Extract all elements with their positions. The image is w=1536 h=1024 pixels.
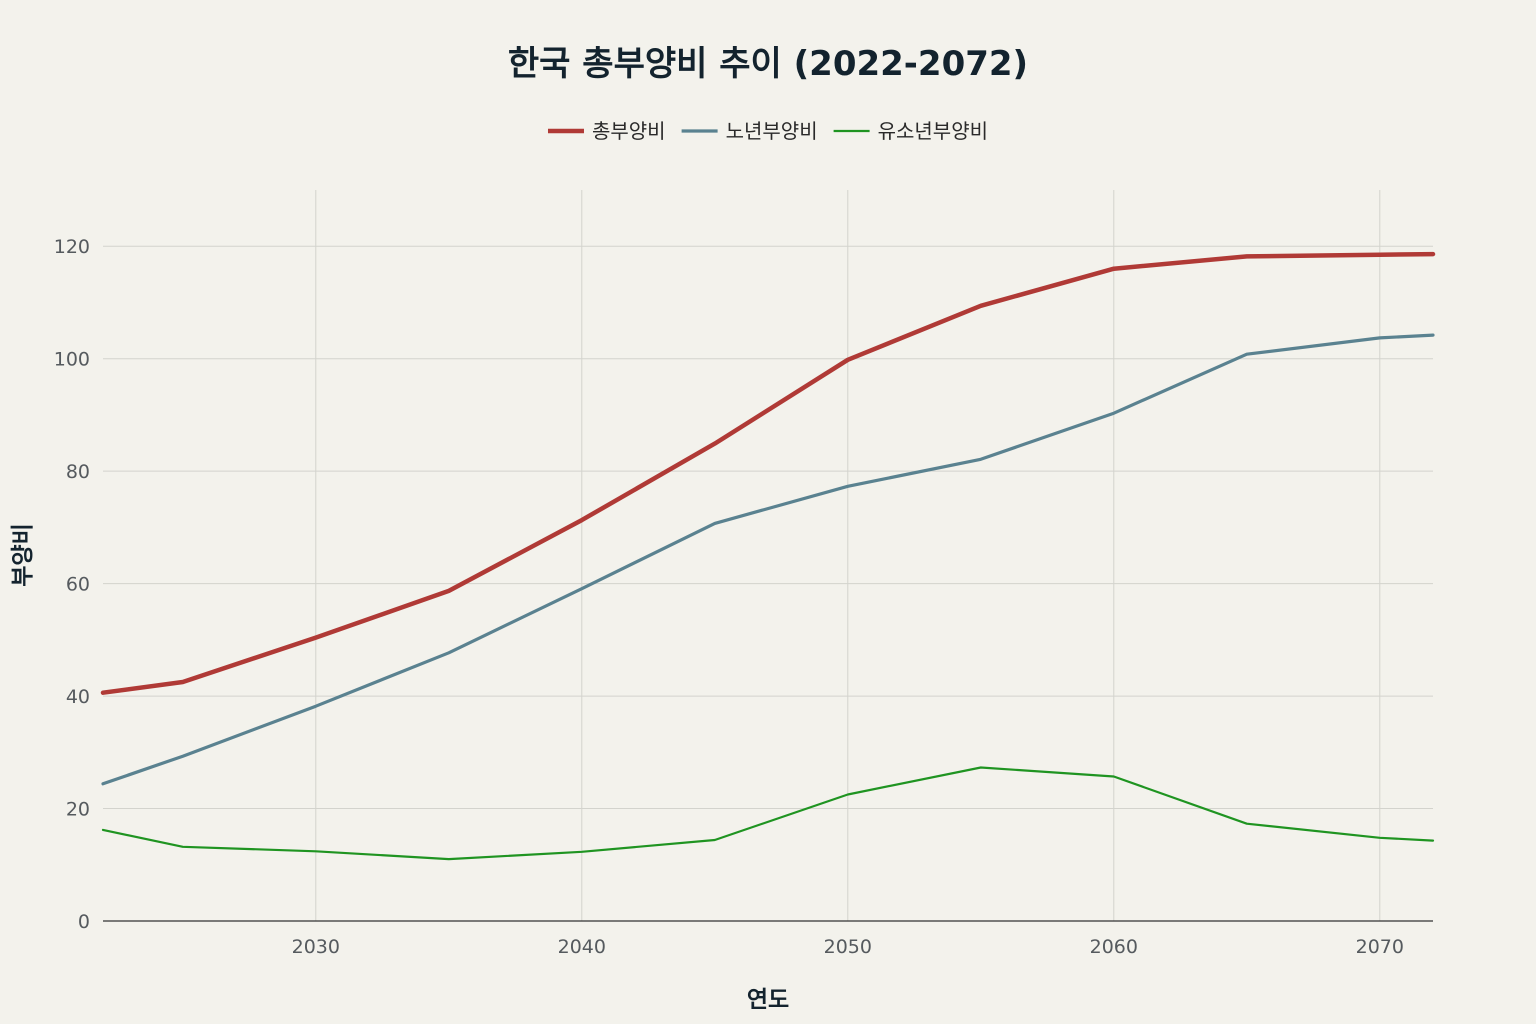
series-line-1 bbox=[100, 251, 1436, 695]
y-tick-label: 40 bbox=[66, 686, 90, 708]
x-tick-label: 2060 bbox=[1090, 936, 1138, 958]
legend-label: 총부양비 bbox=[592, 119, 666, 143]
x-axis-title: 연도 bbox=[747, 987, 789, 1013]
legend: 총부양비 노년부양비 유소년부양비 bbox=[547, 119, 988, 143]
y-tick-label: 60 bbox=[66, 574, 90, 596]
x-tick-label: 2050 bbox=[824, 936, 872, 958]
series-line-2 bbox=[101, 333, 1435, 786]
legend-label: 노년부양비 bbox=[726, 119, 818, 143]
legend-label: 유소년부양비 bbox=[878, 119, 988, 143]
y-tick-label: 20 bbox=[66, 799, 90, 821]
x-tick-label: 2030 bbox=[292, 936, 340, 958]
grid bbox=[103, 190, 1433, 921]
y-tick-label: 120 bbox=[54, 236, 90, 258]
y-axis-title: 부양비 bbox=[10, 523, 36, 586]
x-tick-label: 2040 bbox=[558, 936, 606, 958]
y-tick-label: 0 bbox=[78, 911, 90, 933]
series-layer bbox=[100, 251, 1436, 861]
series-line-3 bbox=[101, 766, 1435, 861]
y-tick-label: 80 bbox=[66, 461, 90, 483]
x-axis: 2030 2040 2050 2060 2070 bbox=[103, 920, 1433, 958]
y-axis: 0 20 40 60 80 100 120 bbox=[54, 236, 90, 933]
x-tick-label: 2070 bbox=[1356, 936, 1404, 958]
y-tick-label: 100 bbox=[54, 349, 90, 371]
chart-title: 한국 총부양비 추이 (2022-2072) bbox=[508, 44, 1028, 84]
